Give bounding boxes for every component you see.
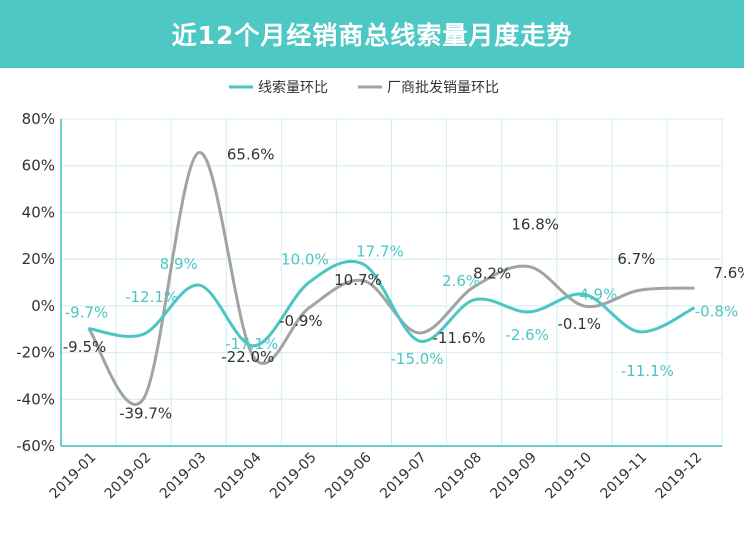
data-label-wholesale: 8.2% [473,265,511,283]
y-tick-label: -60% [16,437,55,455]
data-label-leads: -17.1% [225,335,278,353]
data-label-leads: -9.7% [65,304,109,322]
data-label-leads: -11.1% [621,362,674,380]
x-tick-label: 2019-12 [653,450,706,503]
x-tick-label: 2019-10 [542,450,595,503]
legend: 线索量环比 厂商批发销量环比 [229,79,499,96]
data-labels: -9.7% -12.1% 8.9% -17.1% 10.0% 17.7% -15.0% 2.6… [63,146,744,423]
data-label-wholesale: -39.7% [119,405,172,423]
data-label-wholesale: -11.6% [433,329,486,347]
x-tick-label: 2019-01 [47,450,100,503]
y-tick-label: -20% [16,344,55,362]
data-label-leads: 10.0% [281,251,329,269]
data-label-wholesale: -22.0% [221,348,274,366]
data-label-leads: 4.9% [579,285,617,303]
x-tick-label: 2019-09 [487,450,540,503]
x-tick-label: 2019-02 [102,450,155,503]
chart-title: 近12个月经销商总线索量月度走势 [171,21,573,50]
x-tick-label: 2019-05 [267,450,320,503]
y-tick-label: 40% [22,203,55,221]
series-line-wholesale [87,151,695,406]
grid [60,118,723,446]
data-label-wholesale: -0.1% [558,315,602,333]
data-label-leads: 8.9% [160,255,198,273]
data-label-leads: -12.1% [125,288,178,306]
data-label-wholesale: 65.6% [227,146,275,164]
data-label-wholesale: 6.7% [617,250,655,268]
title-bar: 近12个月经销商总线索量月度走势 [0,0,744,68]
x-tick-label: 2019-03 [157,450,210,503]
x-tick-label: 2019-06 [322,449,375,502]
y-tick-label: -40% [16,390,55,408]
x-tick-label: 2019-11 [598,450,651,503]
data-label-leads: 2.6% [442,272,480,290]
legend-label-leads: 线索量环比 [258,79,328,96]
data-label-leads: 17.7% [356,243,404,261]
y-tick-label: 0% [31,297,55,315]
x-tick-label: 2019-04 [212,449,265,502]
data-label-wholesale: 16.8% [511,216,559,234]
data-label-wholesale: 7.6% [713,264,744,282]
y-tick-label: 60% [22,157,55,175]
x-tick-label: 2019-08 [432,450,485,503]
data-label-leads: -15.0% [391,350,444,368]
series-lines [87,151,696,406]
data-label-leads: -0.8% [695,303,739,321]
y-tick-label: 20% [22,250,55,268]
data-label-wholesale: 10.7% [334,271,382,289]
data-label-wholesale: -9.5% [63,338,107,356]
x-tick-label: 2019-07 [377,450,430,503]
data-label-leads: -2.6% [505,326,549,344]
y-tick-label: 80% [22,110,55,128]
legend-label-wholesale: 厂商批发销量环比 [387,80,499,96]
data-label-wholesale: -0.9% [279,312,323,330]
